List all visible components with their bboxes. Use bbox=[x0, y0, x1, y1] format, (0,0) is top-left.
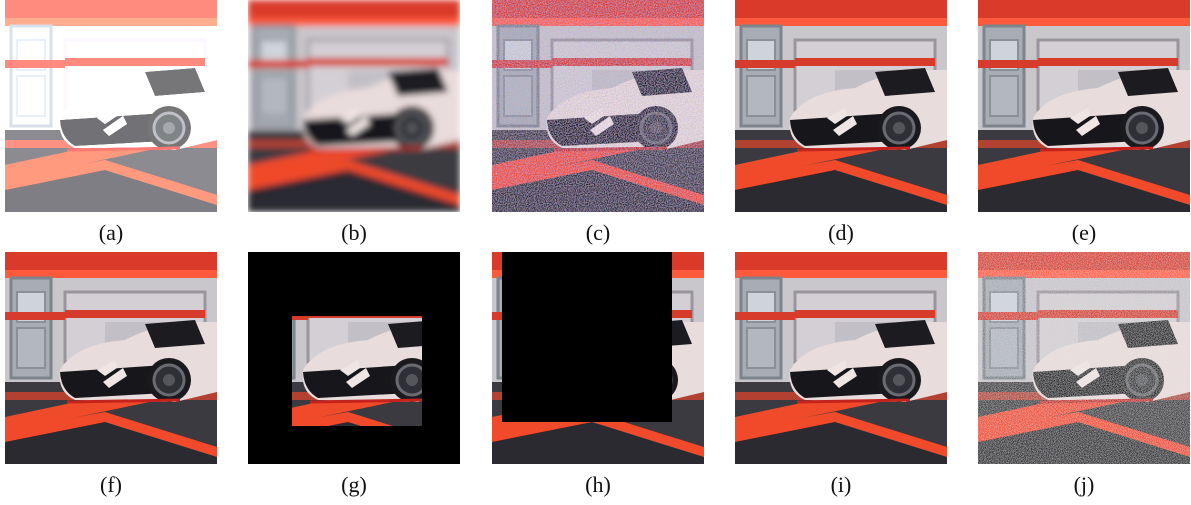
panel-caption: (f) bbox=[100, 472, 122, 497]
panel-b: (b) bbox=[248, 0, 460, 245]
panel-caption: (j) bbox=[1073, 472, 1095, 497]
panel-caption: (h) bbox=[585, 472, 611, 497]
panel-caption: (e) bbox=[1071, 220, 1097, 245]
panel-h: (h) bbox=[492, 252, 704, 497]
panel-caption: (c) bbox=[585, 220, 611, 245]
panel-image bbox=[248, 252, 460, 464]
panel-image bbox=[978, 0, 1190, 212]
panel-caption: (a) bbox=[98, 220, 124, 245]
panel-j: (j) bbox=[978, 252, 1190, 497]
panel-g: (g) bbox=[248, 252, 460, 497]
panel-image bbox=[492, 252, 704, 464]
panel-image bbox=[5, 252, 217, 464]
panel-a: (a) bbox=[5, 0, 217, 245]
panel-i: (i) bbox=[735, 252, 947, 497]
car-scene-image bbox=[978, 252, 1190, 464]
car-scene-image bbox=[248, 252, 460, 464]
panel-caption: (d) bbox=[828, 220, 854, 245]
car-scene-image bbox=[248, 0, 460, 212]
car-scene-image bbox=[978, 0, 1190, 212]
panel-d: (d) bbox=[735, 0, 947, 245]
car-scene-image bbox=[735, 0, 947, 212]
panel-f: (f) bbox=[5, 252, 217, 497]
car-scene-image bbox=[735, 252, 947, 464]
panel-c: (c) bbox=[492, 0, 704, 245]
panel-caption: (i) bbox=[830, 472, 852, 497]
panel-image bbox=[5, 0, 217, 212]
car-scene-image bbox=[5, 0, 217, 212]
car-scene-image bbox=[492, 252, 704, 464]
panel-image bbox=[735, 0, 947, 212]
car-scene-image bbox=[492, 0, 704, 212]
car-scene-image bbox=[5, 252, 217, 464]
panel-image bbox=[492, 0, 704, 212]
panel-caption: (b) bbox=[341, 220, 367, 245]
panel-image bbox=[248, 0, 460, 212]
panel-image bbox=[978, 252, 1190, 464]
panel-image bbox=[735, 252, 947, 464]
panel-caption: (g) bbox=[341, 472, 367, 497]
panel-e: (e) bbox=[978, 0, 1190, 245]
